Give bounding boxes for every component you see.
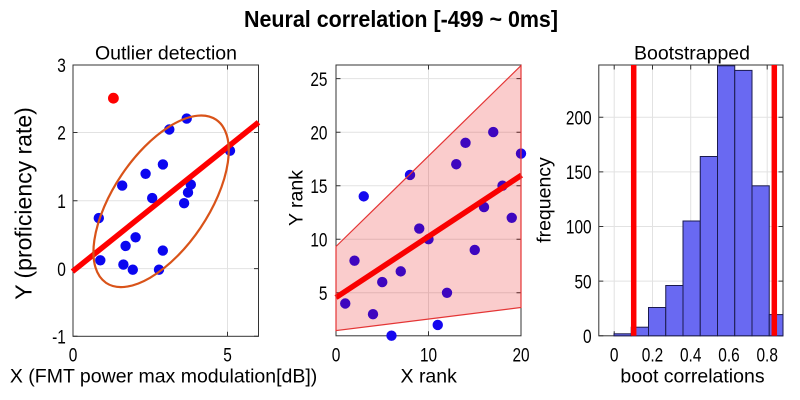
svg-text:50: 50: [575, 271, 592, 293]
svg-text:1: 1: [57, 191, 66, 213]
svg-text:Outlier detection: Outlier detection: [95, 43, 237, 65]
svg-text:2: 2: [57, 123, 66, 145]
svg-text:10: 10: [420, 345, 437, 367]
svg-text:0: 0: [583, 326, 592, 348]
svg-text:0: 0: [69, 345, 78, 367]
svg-text:-1: -1: [52, 327, 66, 349]
svg-text:25: 25: [310, 69, 327, 91]
svg-text:Y rank: Y rank: [286, 170, 308, 226]
svg-text:150: 150: [566, 162, 592, 184]
svg-text:0.6: 0.6: [718, 345, 739, 367]
svg-text:15: 15: [310, 176, 327, 198]
svg-text:Bootstrapped: Bootstrapped: [634, 43, 750, 65]
svg-text:10: 10: [310, 230, 327, 252]
svg-text:0.4: 0.4: [680, 345, 702, 367]
svg-text:X rank: X rank: [401, 366, 458, 388]
svg-text:20: 20: [512, 345, 529, 367]
svg-text:0: 0: [332, 345, 341, 367]
svg-text:0.8: 0.8: [757, 345, 778, 367]
svg-text:0: 0: [610, 345, 619, 367]
svg-text:Neural correlation [-499 ~ 0ms: Neural correlation [-499 ~ 0ms]: [244, 6, 558, 32]
svg-text:5: 5: [319, 283, 328, 305]
svg-text:200: 200: [566, 108, 592, 130]
svg-text:Y (proficiency rate): Y (proficiency rate): [11, 107, 37, 300]
svg-text:frequency: frequency: [534, 157, 556, 243]
svg-text:3: 3: [57, 55, 66, 77]
svg-text:X (FMT power max modulation[dB: X (FMT power max modulation[dB]): [10, 366, 317, 388]
svg-text:5: 5: [223, 345, 232, 367]
svg-text:boot correlations: boot correlations: [620, 366, 764, 388]
svg-text:0.2: 0.2: [642, 345, 663, 367]
svg-text:20: 20: [310, 122, 327, 144]
svg-text:0: 0: [57, 259, 66, 281]
svg-text:100: 100: [566, 217, 592, 239]
